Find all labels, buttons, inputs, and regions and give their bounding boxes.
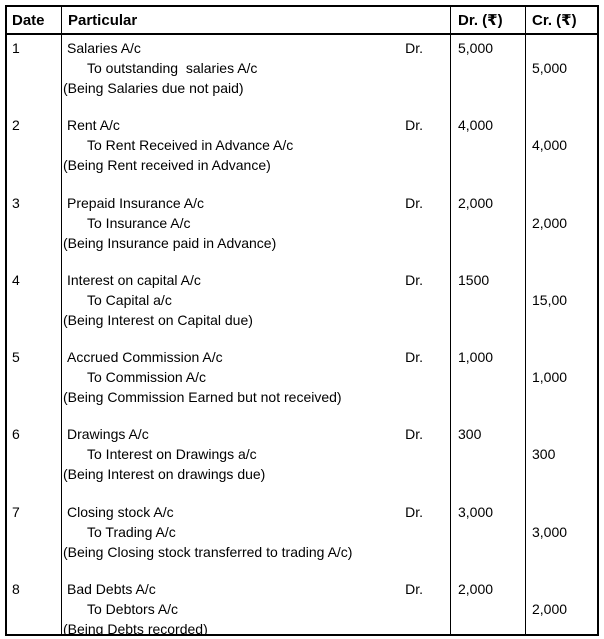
- debit-amount: 4,000: [451, 112, 526, 190]
- account-name: Prepaid Insurance A/c: [67, 194, 204, 211]
- credit-amount-value: 3,000: [532, 523, 568, 540]
- journal-entry-row: 2 Rent A/c Dr. To Rent Received in Advan…: [7, 112, 597, 190]
- credit-amount-value: 1,000: [532, 369, 568, 386]
- credit-amount: 15,00: [526, 267, 597, 344]
- entry-date: 7: [7, 498, 62, 577]
- debit-amount: 1500: [451, 266, 526, 345]
- credit-amount: 2,000: [526, 576, 597, 634]
- account-name: Closing stock A/c: [67, 503, 174, 520]
- debit-line: Bad Debts A/c Dr.: [62, 579, 450, 599]
- credit-account-line: To Capital a/c: [87, 291, 172, 308]
- account-name: Bad Debts A/c: [67, 581, 156, 598]
- credit-amount: 5,000: [526, 35, 597, 112]
- debit-amount: 5,000: [451, 35, 526, 113]
- credit-amount-value: 2,000: [532, 601, 568, 618]
- credit-account-line: To outstanding salaries A/c: [87, 60, 258, 76]
- journal-entry-row: 4 Interest on capital A/c Dr. To Capital…: [7, 266, 597, 345]
- journal-entry-row: 3 Prepaid Insurance A/c Dr. To Insurance…: [7, 189, 597, 267]
- header-date: Date: [7, 7, 62, 33]
- narration-line: (Being Salaries due not paid): [63, 80, 244, 96]
- table-body: 1 Salaries A/c Dr. To outstanding salari…: [7, 35, 597, 634]
- journal-entry-row: 5 Accrued Commission A/c Dr. To Commissi…: [7, 344, 597, 422]
- header-particular: Particular: [62, 7, 451, 33]
- narration-line: (Being Interest on drawings due): [63, 466, 266, 483]
- credit-account-line: To Insurance A/c: [87, 214, 191, 231]
- entry-particulars: Rent A/c Dr. To Rent Received in Advance…: [62, 112, 451, 190]
- narration-line: (Being Rent received in Advance): [63, 157, 271, 174]
- credit-amount: 2,000: [526, 190, 597, 267]
- entry-particulars: Accrued Commission A/c Dr. To Commission…: [62, 344, 451, 422]
- credit-amount: 1,000: [526, 344, 597, 421]
- header-credit-amount: Cr. (₹): [532, 12, 577, 29]
- entry-date: 2: [7, 112, 62, 190]
- dr-label: Dr.: [405, 503, 423, 520]
- entry-particulars: Bad Debts A/c Dr. To Debtors A/c (Being …: [62, 576, 451, 634]
- entry-date: 8: [7, 576, 62, 634]
- credit-account-line: To Trading A/c: [87, 523, 176, 540]
- entry-particulars: Salaries A/c Dr. To outstanding salaries…: [62, 35, 451, 113]
- debit-line: Interest on capital A/c Dr.: [62, 270, 450, 290]
- entry-particulars: Closing stock A/c Dr. To Trading A/c (Be…: [62, 498, 451, 577]
- account-name: Interest on capital A/c: [67, 271, 201, 288]
- account-name: Rent A/c: [67, 117, 120, 134]
- dr-label: Dr.: [405, 194, 423, 211]
- entry-particulars: Prepaid Insurance A/c Dr. To Insurance A…: [62, 189, 451, 267]
- table-header-row: Date Particular Dr. (₹) Cr. (₹): [7, 7, 597, 35]
- credit-account-line: To Interest on Drawings a/c: [87, 446, 257, 463]
- entry-date: 5: [7, 344, 62, 422]
- dr-label: Dr.: [405, 349, 423, 366]
- credit-amount-value: 15,00: [532, 291, 568, 308]
- credit-amount-value: 300: [532, 446, 556, 463]
- entry-particulars: Drawings A/c Dr. To Interest on Drawings…: [62, 421, 451, 499]
- account-name: Accrued Commission A/c: [67, 349, 223, 366]
- credit-account-line: To Commission A/c: [87, 369, 207, 386]
- credit-amount: 4,000: [526, 112, 597, 189]
- dr-label: Dr.: [405, 426, 423, 443]
- debit-line: Salaries A/c Dr.: [62, 38, 450, 58]
- credit-amount-value: 4,000: [532, 137, 568, 154]
- account-name: Salaries A/c: [67, 40, 141, 56]
- debit-line: Accrued Commission A/c Dr.: [62, 347, 450, 367]
- dr-label: Dr.: [405, 117, 423, 134]
- journal-entry-row: 8 Bad Debts A/c Dr. To Debtors A/c (Bein…: [7, 576, 597, 634]
- debit-amount: 2,000: [451, 576, 526, 634]
- journal-entry-row: 7 Closing stock A/c Dr. To Trading A/c (…: [7, 498, 597, 577]
- debit-amount: 300: [451, 421, 526, 499]
- entry-particulars: Interest on capital A/c Dr. To Capital a…: [62, 266, 451, 345]
- journal-entry-row: 6 Drawings A/c Dr. To Interest on Drawin…: [7, 421, 597, 499]
- credit-account-line: To Rent Received in Advance A/c: [87, 137, 294, 154]
- narration-line: (Being Debts recorded): [63, 621, 208, 634]
- entry-date: 6: [7, 421, 62, 499]
- debit-line: Closing stock A/c Dr.: [62, 502, 450, 522]
- narration-line: (Being Insurance paid in Advance): [63, 234, 277, 251]
- credit-account-line: To Debtors A/c: [87, 601, 179, 618]
- dr-label: Dr.: [405, 40, 423, 56]
- narration-line: (Being Commission Earned but not receive…: [63, 389, 342, 406]
- header-debit-amount: Dr. (₹): [451, 7, 526, 33]
- dr-label: Dr.: [405, 271, 423, 288]
- credit-amount-value: 2,000: [532, 214, 568, 231]
- debit-amount: 2,000: [451, 189, 526, 267]
- debit-line: Drawings A/c Dr.: [62, 424, 450, 444]
- debit-amount: 3,000: [451, 498, 526, 577]
- account-name: Drawings A/c: [67, 426, 149, 443]
- narration-line: (Being Closing stock transferred to trad…: [63, 543, 353, 560]
- entry-date: 1: [7, 35, 62, 113]
- debit-line: Rent A/c Dr.: [62, 115, 450, 135]
- narration-line: (Being Interest on Capital due): [63, 311, 253, 328]
- dr-label: Dr.: [405, 581, 423, 598]
- credit-amount-value: 5,000: [532, 60, 568, 76]
- journal-entries-table: Date Particular Dr. (₹) Cr. (₹) 1 Salari…: [5, 5, 599, 636]
- entry-date: 3: [7, 189, 62, 267]
- journal-entry-row: 1 Salaries A/c Dr. To outstanding salari…: [7, 35, 597, 113]
- credit-amount: 300: [526, 421, 597, 498]
- credit-amount: 3,000: [526, 499, 597, 576]
- debit-amount: 1,000: [451, 344, 526, 422]
- entry-date: 4: [7, 266, 62, 345]
- debit-line: Prepaid Insurance A/c Dr.: [62, 193, 450, 213]
